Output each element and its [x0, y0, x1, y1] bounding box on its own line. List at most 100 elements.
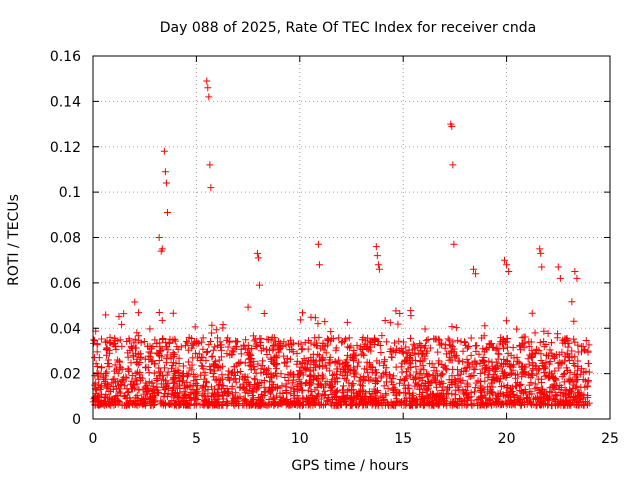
- data-point: [508, 369, 516, 377]
- data-point: [367, 394, 375, 402]
- data-point: [151, 360, 159, 368]
- data-point: [282, 383, 290, 391]
- data-point: [105, 363, 113, 371]
- data-point: [419, 361, 427, 369]
- data-point: [429, 372, 437, 380]
- data-point: [211, 385, 219, 393]
- data-point: [471, 388, 479, 396]
- data-point: [287, 390, 295, 398]
- data-point: [224, 389, 232, 397]
- data-point: [419, 350, 427, 358]
- data-point: [188, 342, 196, 350]
- data-point: [260, 377, 268, 385]
- data-point: [287, 336, 295, 344]
- data-point: [519, 389, 527, 397]
- data-point: [555, 351, 563, 359]
- data-point: [359, 401, 367, 409]
- data-point: [111, 343, 119, 351]
- data-point: [553, 391, 561, 399]
- data-point: [371, 334, 379, 342]
- data-point: [537, 385, 545, 393]
- data-point: [570, 317, 578, 325]
- data-point-spike: [503, 261, 511, 269]
- data-point: [162, 343, 170, 351]
- data-point: [271, 360, 279, 368]
- data-point: [537, 350, 545, 358]
- data-point: [170, 351, 178, 359]
- data-point: [464, 359, 472, 367]
- data-point: [183, 378, 191, 386]
- data-point: [485, 371, 493, 379]
- data-point-spike: [501, 256, 509, 264]
- data-point: [358, 336, 366, 344]
- data-point: [422, 337, 430, 345]
- data-point: [128, 372, 136, 380]
- data-point: [501, 368, 509, 376]
- data-point: [245, 346, 253, 354]
- data-point: [299, 386, 307, 394]
- data-point: [171, 379, 179, 387]
- data-point: [471, 384, 479, 392]
- data-point: [341, 368, 349, 376]
- data-point: [528, 309, 536, 317]
- data-point: [345, 379, 353, 387]
- data-point: [163, 381, 171, 389]
- data-point: [98, 382, 106, 390]
- data-point: [101, 378, 109, 386]
- data-point: [482, 345, 490, 353]
- data-point: [266, 401, 274, 409]
- data-point: [547, 349, 555, 357]
- data-point: [571, 338, 579, 346]
- data-point: [163, 351, 171, 359]
- data-point: [175, 401, 183, 409]
- data-point: [395, 379, 403, 387]
- data-point: [372, 377, 380, 385]
- data-point: [192, 390, 200, 398]
- data-point: [103, 383, 111, 391]
- data-point: [486, 383, 494, 391]
- data-point: [208, 329, 216, 337]
- data-point-spike: [449, 161, 457, 169]
- data-point: [283, 396, 291, 404]
- data-point: [424, 335, 432, 343]
- data-point: [197, 371, 205, 379]
- data-point: [384, 385, 392, 393]
- data-point: [569, 381, 577, 389]
- data-point: [205, 341, 213, 349]
- data-point: [567, 387, 575, 395]
- data-point: [481, 361, 489, 369]
- data-point: [500, 344, 508, 352]
- data-point: [208, 352, 216, 360]
- data-point: [200, 381, 208, 389]
- data-point: [585, 359, 593, 367]
- data-point: [567, 401, 575, 409]
- x-tick-label: 0: [89, 431, 98, 447]
- data-point: [452, 378, 460, 386]
- data-point: [144, 342, 152, 350]
- data-point: [578, 365, 586, 373]
- data-point: [423, 386, 431, 394]
- data-point: [129, 344, 137, 352]
- data-point-spike: [505, 268, 513, 276]
- data-point: [584, 391, 592, 399]
- data-point: [97, 390, 105, 398]
- data-point: [423, 392, 431, 400]
- data-point: [306, 372, 314, 380]
- data-point: [104, 356, 112, 364]
- data-point: [402, 401, 410, 409]
- data-point: [131, 335, 139, 343]
- data-point: [344, 351, 352, 359]
- data-point: [332, 346, 340, 354]
- data-point: [267, 383, 275, 391]
- data-point: [497, 375, 505, 383]
- data-point: [582, 337, 590, 344]
- data-point: [156, 343, 164, 351]
- data-point: [279, 397, 287, 405]
- data-point-spike: [373, 252, 381, 260]
- data-point: [412, 363, 420, 371]
- data-point: [470, 365, 478, 373]
- data-point: [439, 370, 447, 378]
- data-point: [169, 349, 177, 357]
- data-point: [169, 359, 177, 367]
- data-point: [226, 376, 234, 384]
